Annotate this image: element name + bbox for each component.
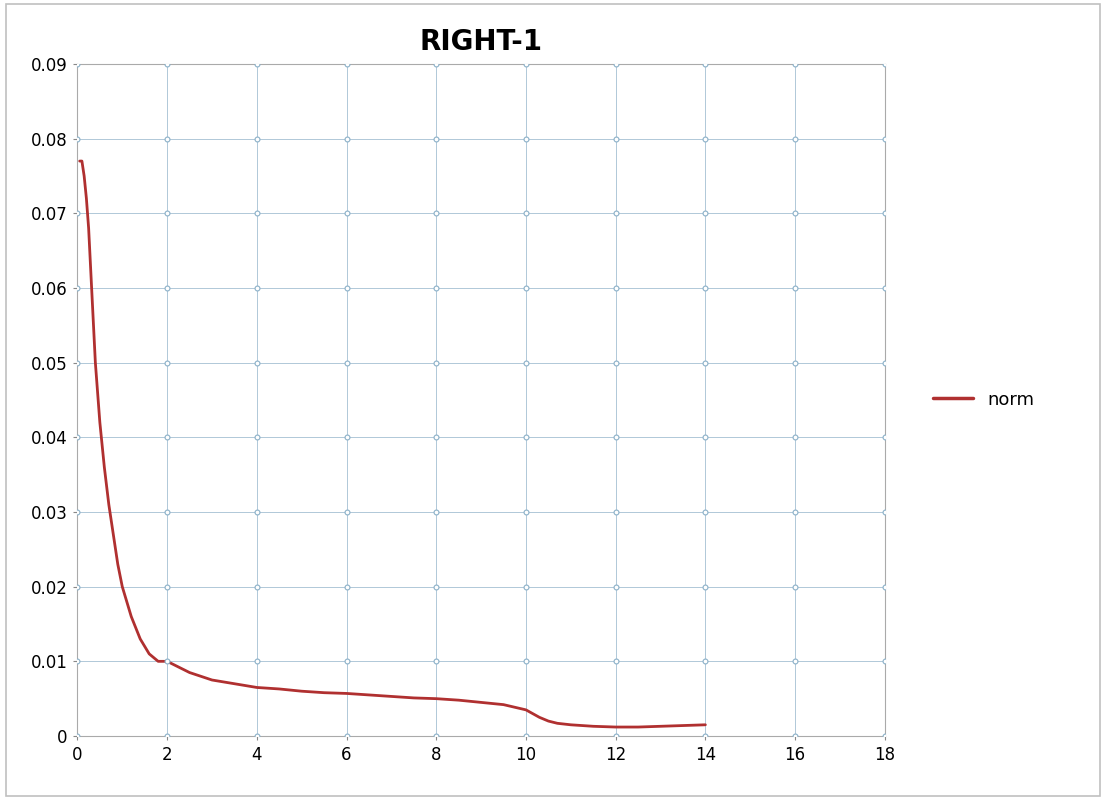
norm — [182, 668, 196, 678]
norm — [586, 722, 599, 731]
norm — [88, 358, 102, 367]
norm — [86, 313, 100, 322]
norm — [80, 194, 93, 203]
norm — [116, 582, 129, 591]
norm — [452, 695, 466, 705]
norm — [206, 675, 219, 685]
norm — [93, 418, 106, 427]
norm — [143, 649, 156, 658]
norm — [340, 689, 353, 698]
norm — [75, 156, 88, 166]
Line: norm: norm — [80, 161, 706, 727]
Title: RIGHT-1: RIGHT-1 — [419, 28, 543, 56]
norm — [84, 268, 97, 278]
norm — [474, 698, 488, 707]
norm — [551, 718, 564, 728]
norm — [429, 694, 442, 703]
Legend: norm: norm — [926, 384, 1042, 416]
norm — [73, 156, 86, 166]
norm — [363, 690, 376, 700]
norm — [533, 713, 546, 722]
norm — [407, 693, 420, 702]
norm — [82, 223, 95, 233]
norm — [250, 682, 263, 692]
norm — [385, 692, 398, 702]
norm — [134, 634, 147, 644]
norm — [542, 716, 555, 726]
norm — [564, 720, 577, 730]
norm — [97, 462, 111, 472]
norm — [609, 722, 623, 732]
norm — [272, 684, 285, 694]
norm — [677, 721, 690, 730]
norm — [77, 171, 91, 181]
norm — [295, 686, 309, 696]
norm — [160, 657, 174, 666]
norm — [102, 500, 115, 510]
norm — [106, 530, 119, 539]
norm — [125, 612, 138, 622]
norm — [497, 700, 510, 710]
norm — [317, 688, 331, 698]
norm — [520, 705, 533, 714]
norm — [111, 559, 124, 569]
norm — [632, 722, 645, 732]
norm — [699, 720, 712, 730]
norm — [152, 657, 165, 666]
norm — [654, 722, 667, 731]
norm — [228, 679, 241, 689]
